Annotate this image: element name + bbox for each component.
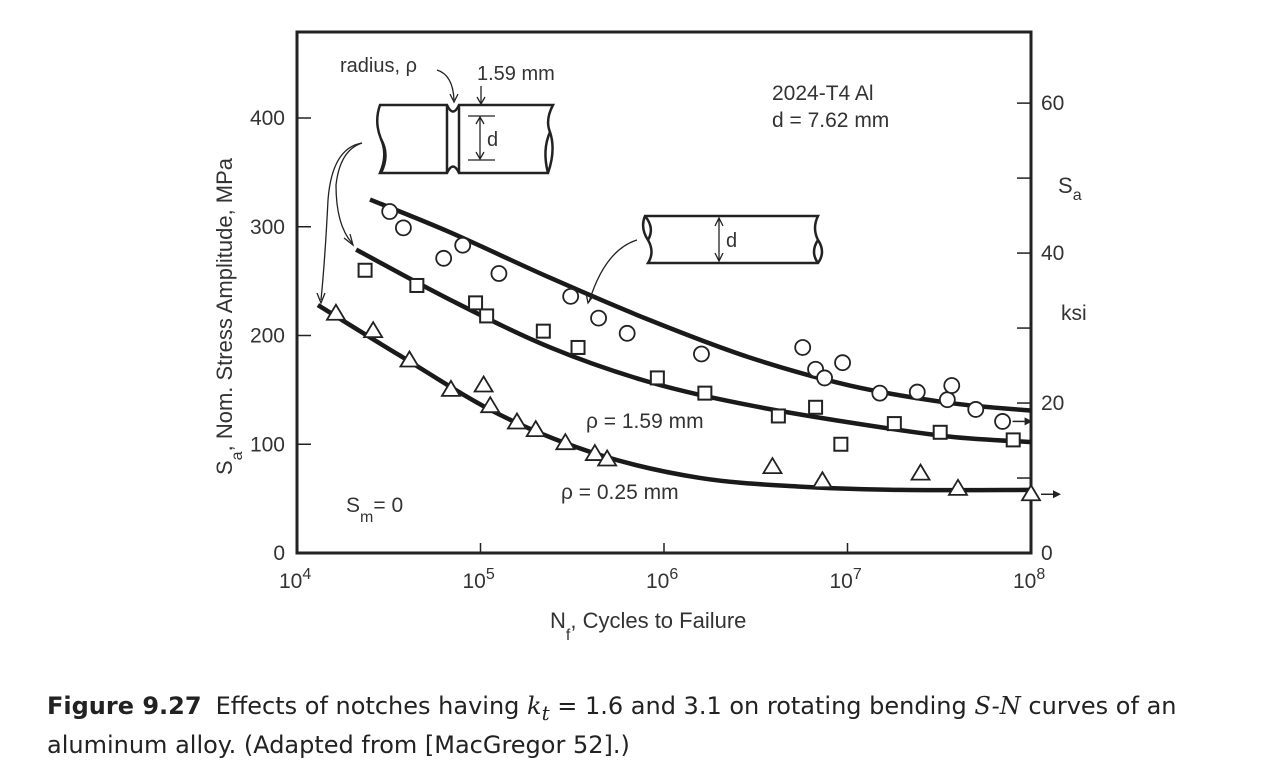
triangle-point [909,462,932,481]
rho-025-label: ρ = 0.25 mm [561,481,679,504]
triangle-point [554,432,576,451]
y-tick-label: 100 [250,433,285,456]
triangle-point [761,456,784,474]
plain-d-label: d [726,230,737,252]
x-axis-label: Nf, Cycles to Failure [550,608,746,644]
circle-point [994,413,1011,430]
y2-tick-label: 60 [1041,92,1064,115]
square-point [886,416,902,432]
triangle-point [325,303,347,321]
circle-point [908,383,926,401]
circle-point [590,309,607,327]
x-tick-label: 106 [646,566,678,593]
plain-specimen-diagram [585,214,824,305]
circle-point [435,249,453,267]
y2-axis-label: Sa [1058,173,1082,204]
square-point [535,323,551,339]
y2-tick-label: 0 [1041,542,1053,565]
notched-specimen-diagram [316,69,556,305]
square-point [570,339,586,355]
y-axis-label: Sa, Nom. Stress Amplitude, MPa [212,157,246,475]
figure-caption: Figure 9.27 Effects of notches having kt … [47,692,1177,759]
runout-arrowhead-icon [1024,417,1033,426]
triangle-point [584,443,606,461]
triangle-point [440,379,462,397]
triangle-point [506,411,528,430]
triangle-point [1020,483,1042,502]
circle-point [794,339,812,356]
circle-point [562,287,580,305]
y-tick-label: 400 [250,107,285,130]
square-point [468,295,484,311]
fit-curve-square [355,247,1032,445]
x-tick-label: 107 [830,566,862,593]
square-point [932,424,948,440]
circle-point [693,345,710,363]
data-points [325,203,1061,502]
mean-stress-label: Sm= 0 [346,494,403,526]
triangle-point [473,374,495,393]
x-tick-label: 104 [279,566,311,593]
y2-axis-unit: ksi [1061,302,1087,325]
notched-d-label: d [487,129,498,151]
square-point [833,436,849,452]
circle-point [816,369,833,387]
triangle-point [398,349,421,368]
diameter-label: d = 7.62 mm [772,109,889,132]
circle-point [938,391,956,409]
x-tick-label: 105 [463,566,495,593]
triangle-point [596,448,618,467]
circle-point [490,265,508,282]
circle-point [454,236,472,254]
square-point [697,385,713,401]
triangle-point [525,419,547,438]
circle-point [618,324,636,342]
y2-tick-label: 40 [1041,242,1064,265]
circle-point [394,219,412,237]
rho-159-label: ρ = 1.59 mm [586,410,704,433]
circle-point [871,384,889,402]
radius-label: radius, ρ [340,55,417,77]
square-point [770,408,786,424]
square-point [409,277,425,293]
circle-point [381,203,399,220]
circle-point [943,377,961,394]
runout-arrowhead-icon [1053,490,1061,499]
square-point [649,370,665,386]
triangle-point [947,478,969,496]
y-tick-label: 200 [250,325,285,348]
material-label: 2024-T4 Al [772,82,874,105]
y-tick-label: 0 [273,542,285,565]
square-point [1005,432,1021,448]
square-point [479,308,495,324]
fit-curves [316,197,1032,493]
figure-label: Figure 9.27 [47,692,202,720]
y2-tick-label: 20 [1041,392,1064,415]
circle-point [834,354,851,372]
square-point [357,262,373,278]
x-tick-label: 108 [1013,566,1045,593]
y-tick-label: 300 [250,216,285,239]
triangle-point [479,395,501,414]
circle-point [967,401,985,418]
triangle-point [811,470,834,489]
triangle-point [362,320,384,339]
notch-width-label: 1.59 mm [477,63,555,85]
square-point [808,399,824,415]
